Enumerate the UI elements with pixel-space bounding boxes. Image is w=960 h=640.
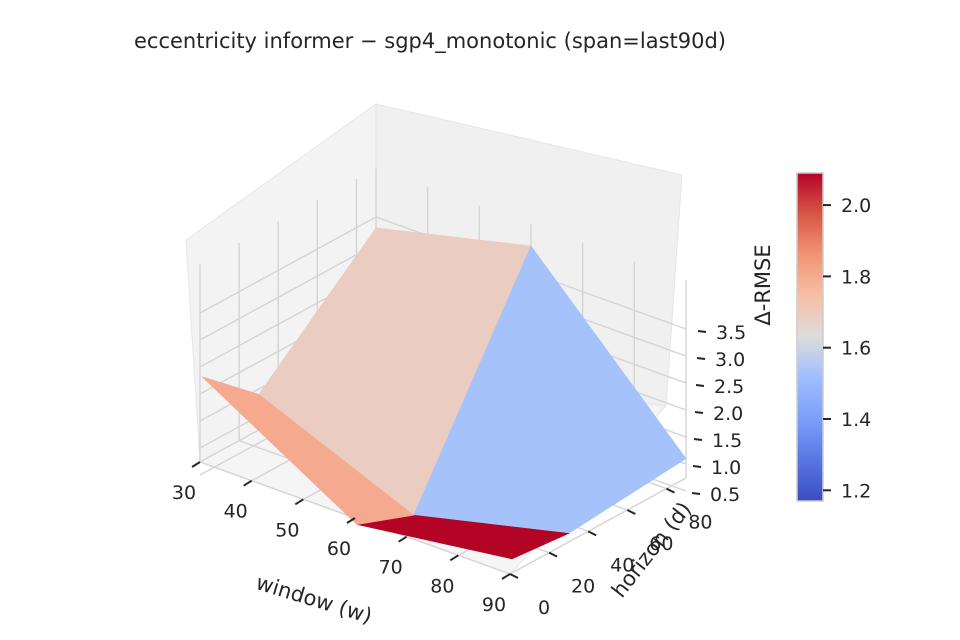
colorbar-tick-label: 1.6 [841, 338, 871, 360]
y-tick-label: 20 [571, 576, 595, 598]
axis-ticks: 30 40 50 60 70 80 90 0 20 40 60 80 0.5 1.0 1.5 2.0 2.5 3.… [172, 322, 746, 619]
y-tick-mark [587, 530, 597, 537]
x-tick-label: 40 [224, 501, 248, 523]
y-tick-mark [509, 573, 519, 579]
z-tick-label: 3.0 [715, 349, 745, 371]
z-tick-mark [693, 438, 703, 441]
x-tick-mark [449, 554, 459, 562]
x-tick-mark [398, 535, 408, 543]
grid-z-left [199, 243, 377, 341]
y-tick-mark [626, 509, 636, 515]
x-tick-mark [294, 498, 304, 506]
z-tick-label: 2.5 [714, 376, 744, 398]
x-tick-mark [346, 517, 356, 524]
colorbar-bar [796, 172, 824, 502]
z-tick-label: 3.5 [716, 322, 746, 344]
y-tick-label: 60 [649, 533, 673, 555]
z-tick-label: 0.5 [710, 484, 740, 506]
x-tick-label: 50 [275, 519, 299, 541]
colorbar-tick-label: 1.2 [841, 480, 871, 502]
z-axis-label: Δ-RMSE [751, 244, 775, 325]
z-tick-label: 1.0 [711, 457, 741, 479]
colorbar-tick-label: 1.4 [841, 409, 871, 431]
y-tick-label: 40 [610, 554, 634, 576]
surface-face [201, 376, 415, 525]
x-axis-label: window (w) [253, 570, 375, 628]
colorbar-tick-label: 2.0 [841, 195, 871, 217]
chart-title: eccentricity informer − sgp4_monotonic (… [134, 29, 726, 54]
x-tick-label: 30 [172, 482, 196, 504]
grid-x-floor [509, 477, 687, 575]
x-tick-mark [191, 461, 201, 468]
y-tick-label: 0 [538, 597, 550, 619]
y-tick-label: 80 [688, 512, 712, 534]
z-tick-mark [695, 384, 705, 387]
x-tick-label: 90 [482, 594, 506, 616]
y-tick-mark [548, 551, 558, 558]
colorbar-tick-label: 1.8 [841, 266, 871, 288]
z-tick-mark [694, 411, 704, 414]
z-tick-mark [696, 357, 706, 360]
grid-z-left [199, 216, 377, 314]
x-tick-label: 70 [379, 557, 403, 579]
colorbar: 1.2 1.4 1.6 1.8 2.0 [796, 172, 871, 502]
x-tick-label: 80 [430, 575, 454, 597]
z-tick-label: 1.5 [712, 430, 742, 452]
z-tick-mark [691, 492, 701, 495]
x-tick-label: 60 [327, 538, 351, 560]
y-axis-label: horizon (d) [607, 497, 696, 602]
x-tick-mark [501, 573, 511, 580]
z-tick-mark [692, 465, 702, 468]
z-tick-label: 2.0 [713, 403, 743, 425]
z-tick-mark [697, 330, 707, 333]
y-tick-mark [665, 487, 675, 494]
surface-faces [201, 227, 687, 560]
x-tick-mark [243, 479, 253, 487]
